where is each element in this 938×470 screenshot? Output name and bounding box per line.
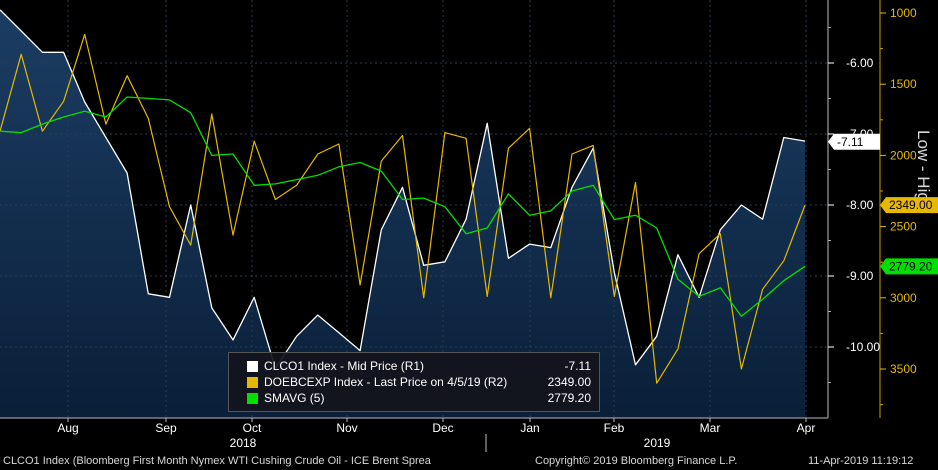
legend-swatch-clco1 (247, 361, 258, 372)
clco1-area-fill (0, 9, 805, 419)
legend-value-doebcexp: 2349.00 (547, 375, 591, 389)
x-tick-label-6: Feb (604, 421, 625, 435)
doebcexp-last-tag-text: 2349.00 (889, 198, 933, 212)
legend-swatch-doebcexp (247, 377, 258, 388)
x-tick-label-2: Oct (243, 421, 262, 435)
legend-row-smavg: SMAVG (5) 2779.20 (235, 391, 595, 406)
year-label-2019: 2019 (644, 436, 671, 450)
right-tick-label-2: 2000 (890, 148, 917, 162)
clco1-line (0, 9, 806, 369)
footer-security-description: CLCO1 Index (Bloomberg First Month Nymex… (3, 455, 431, 467)
footer-copyright: Copyright© 2019 Bloomberg Finance L.P. (535, 455, 738, 467)
right-axis-label: Low - High (914, 130, 933, 211)
right-tick-label-3: 2500 (890, 220, 917, 234)
x-tick-label-7: Mar (700, 421, 721, 435)
legend-value-clco1: -7.11 (564, 359, 591, 373)
x-tick-label-0: Aug (57, 421, 78, 435)
doebcexp-last-tag-bg (880, 197, 938, 214)
legend-name-clco1: CLCO1 Index - Mid Price (R1) (264, 359, 425, 373)
clco1-last-tag-bg (828, 133, 880, 150)
right-tick-label-1: 1500 (890, 77, 917, 91)
chart-footer: CLCO1 Index (Bloomberg First Month Nymex… (0, 452, 938, 470)
legend-row-clco1: CLCO1 Index - Mid Price (R1) -7.11 (235, 359, 595, 374)
x-tick-label-5: Jan (520, 421, 539, 435)
left-tick-label-0: -6.00 (846, 56, 874, 70)
legend-value-smavg: 2779.20 (547, 391, 591, 405)
doebcexp-line (0, 33, 806, 384)
x-tick-label-8: Apr (797, 421, 816, 435)
footer-timestamp: 11-Apr-2019 11:19:12 (808, 455, 914, 467)
x-tick-label-3: Nov (336, 421, 357, 435)
right-tick-label-4: 3000 (890, 291, 917, 305)
right-tick-label-5: 3500 (890, 362, 917, 376)
smavg-line (0, 96, 806, 317)
legend-name-smavg: SMAVG (5) (264, 391, 325, 405)
legend-name-doebcexp: DOEBCEXP Index - Last Price on 4/5/19 (R… (264, 375, 508, 389)
year-label-2018: 2018 (230, 436, 257, 450)
left-tick-label-4: -10.00 (846, 340, 880, 354)
clco1-last-tag-text: -7.11 (837, 135, 864, 149)
chart-legend: CLCO1 Index - Mid Price (R1) -7.11 DOEBC… (228, 352, 600, 412)
smavg-last-tag-text: 2779.20 (889, 259, 933, 273)
legend-row-doebcexp: DOEBCEXP Index - Last Price on 4/5/19 (R… (235, 375, 595, 390)
x-tick-label-4: Dec (432, 421, 453, 435)
left-tick-label-3: -9.00 (846, 269, 874, 283)
x-tick-label-1: Sep (155, 421, 177, 435)
right-tick-label-0: 1000 (890, 6, 917, 20)
legend-swatch-smavg (247, 393, 258, 404)
left-tick-label-2: -8.00 (846, 198, 874, 212)
smavg-last-tag-bg (880, 258, 938, 275)
